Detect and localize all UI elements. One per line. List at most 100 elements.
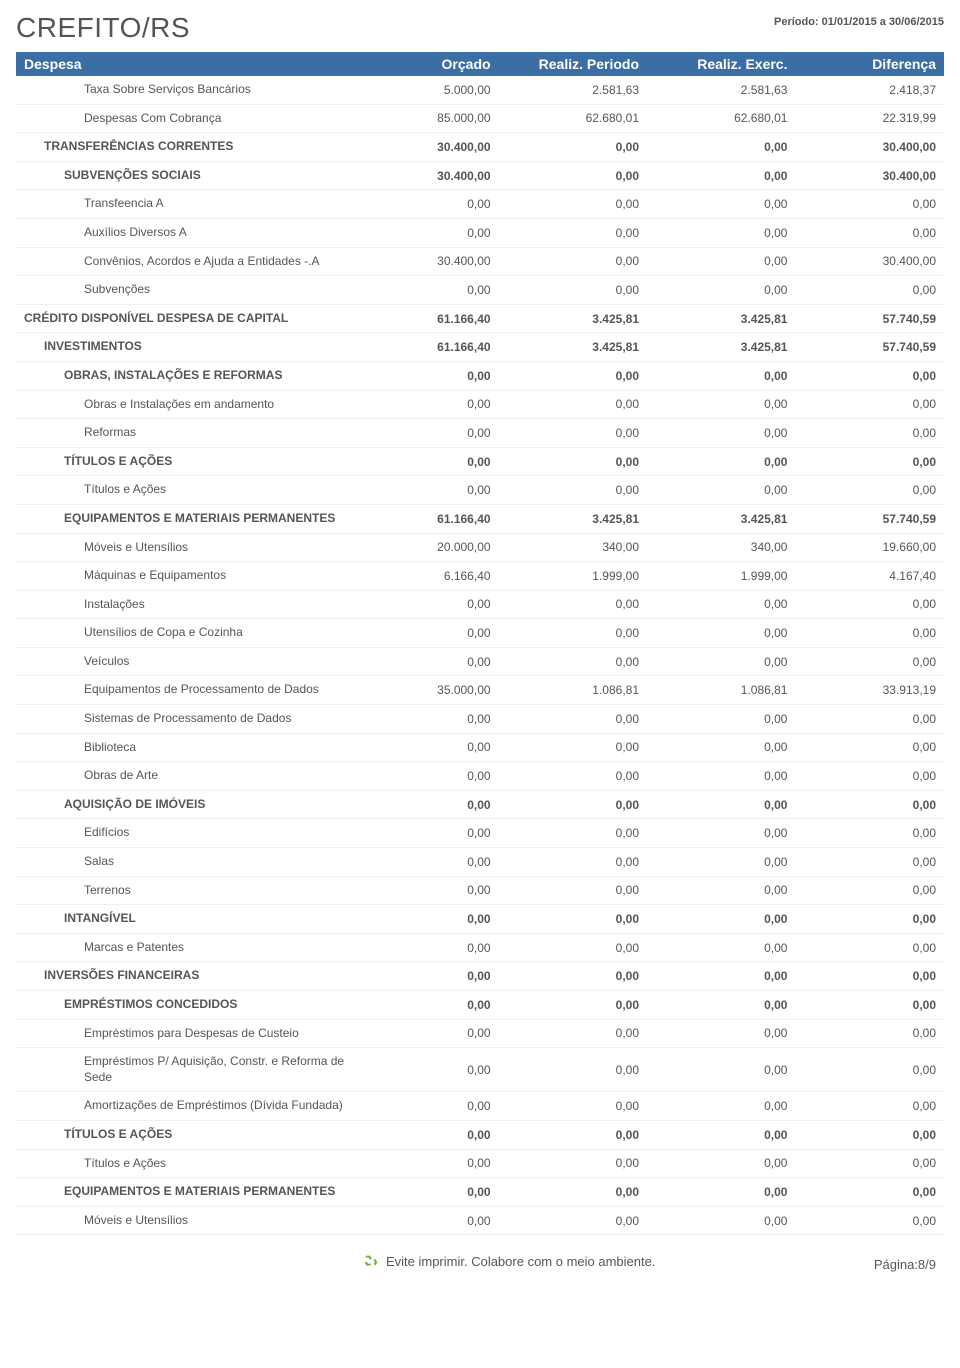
cell-diferenca: 22.319,99 (795, 104, 944, 133)
table-row: Edifícios0,000,000,000,00 (16, 819, 944, 848)
cell-periodo: 0,00 (499, 1019, 647, 1048)
cell-periodo: 2.581,63 (499, 76, 647, 104)
cell-orcado: 0,00 (369, 447, 499, 476)
cell-exerc: 0,00 (647, 247, 795, 276)
cell-label: CRÉDITO DISPONÍVEL DESPESA DE CAPITAL (16, 304, 369, 333)
cell-exerc: 340,00 (647, 533, 795, 562)
col-despesa: Despesa (16, 52, 369, 76)
cell-orcado: 0,00 (369, 905, 499, 934)
col-periodo: Realiz. Periodo (499, 52, 647, 76)
cell-exerc: 0,00 (647, 447, 795, 476)
cell-orcado: 20.000,00 (369, 533, 499, 562)
cell-orcado: 0,00 (369, 1120, 499, 1149)
cell-diferenca: 0,00 (795, 419, 944, 448)
cell-exerc: 2.581,63 (647, 76, 795, 104)
cell-periodo: 0,00 (499, 476, 647, 505)
cell-diferenca: 0,00 (795, 590, 944, 619)
cell-diferenca: 0,00 (795, 819, 944, 848)
cell-periodo: 0,00 (499, 361, 647, 390)
cell-exerc: 0,00 (647, 933, 795, 962)
cell-exerc: 0,00 (647, 218, 795, 247)
cell-label: Terrenos (16, 876, 369, 905)
cell-orcado: 0,00 (369, 1019, 499, 1048)
cell-periodo: 3.425,81 (499, 333, 647, 362)
cell-orcado: 30.400,00 (369, 247, 499, 276)
table-row: Instalações0,000,000,000,00 (16, 590, 944, 619)
cell-orcado: 0,00 (369, 1178, 499, 1207)
cell-label: Auxílios Diversos A (16, 218, 369, 247)
table-header-row: Despesa Orçado Realiz. Periodo Realiz. E… (16, 52, 944, 76)
cell-label: Instalações (16, 590, 369, 619)
cell-orcado: 6.166,40 (369, 562, 499, 591)
cell-exerc: 0,00 (647, 876, 795, 905)
cell-periodo: 0,00 (499, 647, 647, 676)
cell-exerc: 3.425,81 (647, 333, 795, 362)
cell-orcado: 0,00 (369, 190, 499, 219)
cell-orcado: 0,00 (369, 590, 499, 619)
table-row: Empréstimos para Despesas de Custeio0,00… (16, 1019, 944, 1048)
cell-diferenca: 0,00 (795, 1120, 944, 1149)
cell-orcado: 0,00 (369, 276, 499, 305)
table-row: Subvenções0,000,000,000,00 (16, 276, 944, 305)
cell-exerc: 0,00 (647, 790, 795, 819)
footer-message-wrap: Evite imprimir. Colabore com o meio ambi… (144, 1253, 874, 1272)
cell-exerc: 0,00 (647, 1149, 795, 1178)
cell-label: Convênios, Acordos e Ajuda a Entidades -… (16, 247, 369, 276)
cell-periodo: 0,00 (499, 1092, 647, 1121)
cell-exerc: 0,00 (647, 619, 795, 648)
cell-orcado: 0,00 (369, 933, 499, 962)
cell-periodo: 0,00 (499, 1120, 647, 1149)
cell-periodo: 0,00 (499, 733, 647, 762)
cell-orcado: 30.400,00 (369, 161, 499, 190)
table-row: INTANGÍVEL0,000,000,000,00 (16, 905, 944, 934)
cell-exerc: 3.425,81 (647, 504, 795, 533)
cell-label: TÍTULOS E AÇÕES (16, 447, 369, 476)
cell-diferenca: 0,00 (795, 876, 944, 905)
table-row: TRANSFERÊNCIAS CORRENTES30.400,000,000,0… (16, 133, 944, 162)
cell-periodo: 0,00 (499, 247, 647, 276)
cell-exerc: 0,00 (647, 590, 795, 619)
cell-diferenca: 0,00 (795, 1092, 944, 1121)
table-row: Equipamentos de Processamento de Dados35… (16, 676, 944, 705)
cell-label: Salas (16, 848, 369, 877)
cell-periodo: 0,00 (499, 419, 647, 448)
cell-orcado: 0,00 (369, 991, 499, 1020)
cell-orcado: 0,00 (369, 705, 499, 734)
cell-periodo: 0,00 (499, 1178, 647, 1207)
table-row: AQUISIÇÃO DE IMÓVEIS0,000,000,000,00 (16, 790, 944, 819)
cell-diferenca: 30.400,00 (795, 161, 944, 190)
cell-diferenca: 0,00 (795, 476, 944, 505)
cell-label: Marcas e Patentes (16, 933, 369, 962)
col-exerc: Realiz. Exerc. (647, 52, 795, 76)
cell-diferenca: 0,00 (795, 905, 944, 934)
cell-orcado: 61.166,40 (369, 304, 499, 333)
footer-message: Evite imprimir. Colabore com o meio ambi… (386, 1254, 656, 1269)
cell-orcado: 0,00 (369, 848, 499, 877)
table-row: Obras e Instalações em andamento0,000,00… (16, 390, 944, 419)
cell-periodo: 0,00 (499, 590, 647, 619)
cell-exerc: 0,00 (647, 1019, 795, 1048)
cell-periodo: 3.425,81 (499, 304, 647, 333)
cell-diferenca: 0,00 (795, 848, 944, 877)
col-orcado: Orçado (369, 52, 499, 76)
table-row: Reformas0,000,000,000,00 (16, 419, 944, 448)
cell-diferenca: 0,00 (795, 933, 944, 962)
cell-orcado: 0,00 (369, 962, 499, 991)
cell-orcado: 0,00 (369, 1149, 499, 1178)
cell-label: Reformas (16, 419, 369, 448)
cell-exerc: 0,00 (647, 361, 795, 390)
cell-orcado: 0,00 (369, 390, 499, 419)
cell-orcado: 85.000,00 (369, 104, 499, 133)
cell-periodo: 0,00 (499, 447, 647, 476)
cell-periodo: 0,00 (499, 762, 647, 791)
cell-orcado: 0,00 (369, 419, 499, 448)
table-row: EMPRÉSTIMOS CONCEDIDOS0,000,000,000,00 (16, 991, 944, 1020)
page-number: Página:8/9 (874, 1257, 936, 1272)
table-row: Transfeencia A0,000,000,000,00 (16, 190, 944, 219)
cell-exerc: 0,00 (647, 1120, 795, 1149)
cell-exerc: 0,00 (647, 647, 795, 676)
cell-diferenca: 0,00 (795, 1206, 944, 1235)
report-header: CREFITO/RS Período: 01/01/2015 a 30/06/2… (16, 12, 944, 44)
cell-diferenca: 30.400,00 (795, 247, 944, 276)
cell-label: Móveis e Utensílios (16, 1206, 369, 1235)
